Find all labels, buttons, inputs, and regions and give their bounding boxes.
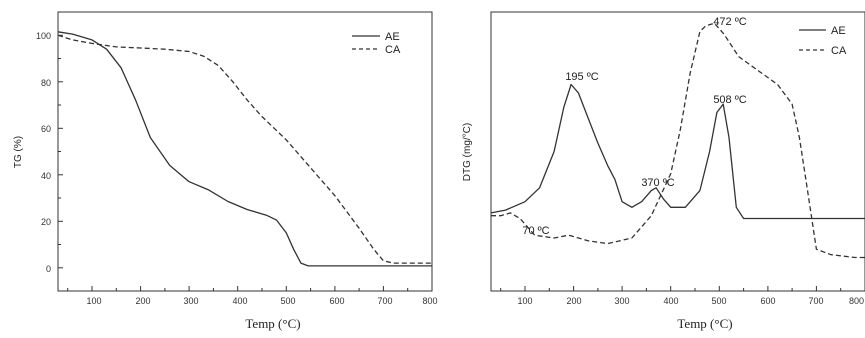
tg-x-tick-label: 500 — [280, 296, 295, 306]
dtg-peak-label: 472 ºC — [713, 16, 746, 28]
tg-y-tick-label: 100 — [36, 31, 51, 41]
tg-x-tick-label: 100 — [86, 296, 101, 306]
dtg-plot-frame — [490, 11, 865, 292]
dtg-x-ticks — [500, 286, 865, 291]
tg-x-tick-label: 200 — [135, 296, 150, 306]
tg-y-ticks — [58, 11, 63, 292]
dtg-x-axis-label: Temp (°C) — [677, 316, 732, 331]
tg-plot-frame — [57, 11, 433, 292]
tg-panel: 100 200 300 400 500 600 700 800 0 20 40 … — [13, 11, 438, 331]
tg-legend-label-ca: CA — [385, 44, 401, 56]
tg-y-tick-label: 0 — [46, 264, 51, 274]
dtg-x-tick-label: 200 — [566, 296, 581, 306]
dtg-series-line-ae — [490, 83, 865, 220]
tg-y-axis-label: TG (%) — [13, 136, 24, 168]
dtg-legend-label-ae: AE — [831, 25, 846, 37]
tg-x-tick-label: 600 — [329, 296, 344, 306]
tg-y-tick-label: 60 — [41, 124, 51, 134]
dtg-peak-label: 370 ºC — [641, 177, 674, 189]
tg-x-ticks — [67, 286, 433, 291]
dtg-peak-label: 508 ºC — [713, 94, 746, 106]
tg-x-tick-label: 800 — [422, 296, 437, 306]
dtg-annotations: 195 ºC 370 ºC 472 ºC 508 ºC 70 ºC — [522, 16, 746, 237]
dtg-x-tick-label: 600 — [760, 296, 775, 306]
dtg-x-tick-labels: 100 200 300 400 500 600 700 800 — [517, 296, 864, 306]
tg-y-tick-label: 20 — [41, 217, 51, 227]
dtg-series-line-ca — [491, 22, 865, 259]
dtg-legend-label-ca: CA — [831, 45, 847, 57]
tg-x-tick-label: 700 — [377, 296, 392, 306]
dtg-x-tick-label: 500 — [711, 296, 726, 306]
tg-series-line-ca — [57, 34, 432, 264]
tg-x-tick-label: 400 — [232, 296, 247, 306]
dtg-x-tick-label: 100 — [517, 296, 532, 306]
dtg-series-group — [490, 22, 865, 259]
tg-x-axis-label: Temp (°C) — [245, 316, 300, 331]
dtg-x-tick-label: 300 — [614, 296, 629, 306]
tg-series-group — [57, 31, 432, 267]
tg-y-tick-label: 40 — [41, 171, 51, 181]
tg-y-tick-label: 80 — [41, 78, 51, 88]
tg-legend: AE CA — [352, 31, 401, 56]
tg-x-tick-label: 300 — [183, 296, 198, 306]
dtg-x-tick-label: 700 — [808, 296, 823, 306]
dtg-x-tick-label: 400 — [663, 296, 678, 306]
tg-y-tick-labels: 0 20 40 60 80 100 — [36, 31, 51, 274]
tg-series-line-ae — [57, 31, 432, 267]
tg-legend-label-ae: AE — [385, 31, 400, 43]
dtg-panel: 100 200 300 400 500 600 700 800 DTG (mg/… — [462, 11, 865, 331]
dtg-x-tick-label: 800 — [849, 296, 864, 306]
dtg-y-axis-label: DTG (mg/°C) — [462, 123, 473, 181]
dtg-legend: AE CA — [799, 25, 847, 57]
dtg-peak-label: 70 ºC — [522, 225, 549, 237]
tg-x-tick-labels: 100 200 300 400 500 600 700 800 — [86, 296, 437, 306]
dtg-peak-label: 195 ºC — [565, 71, 598, 83]
